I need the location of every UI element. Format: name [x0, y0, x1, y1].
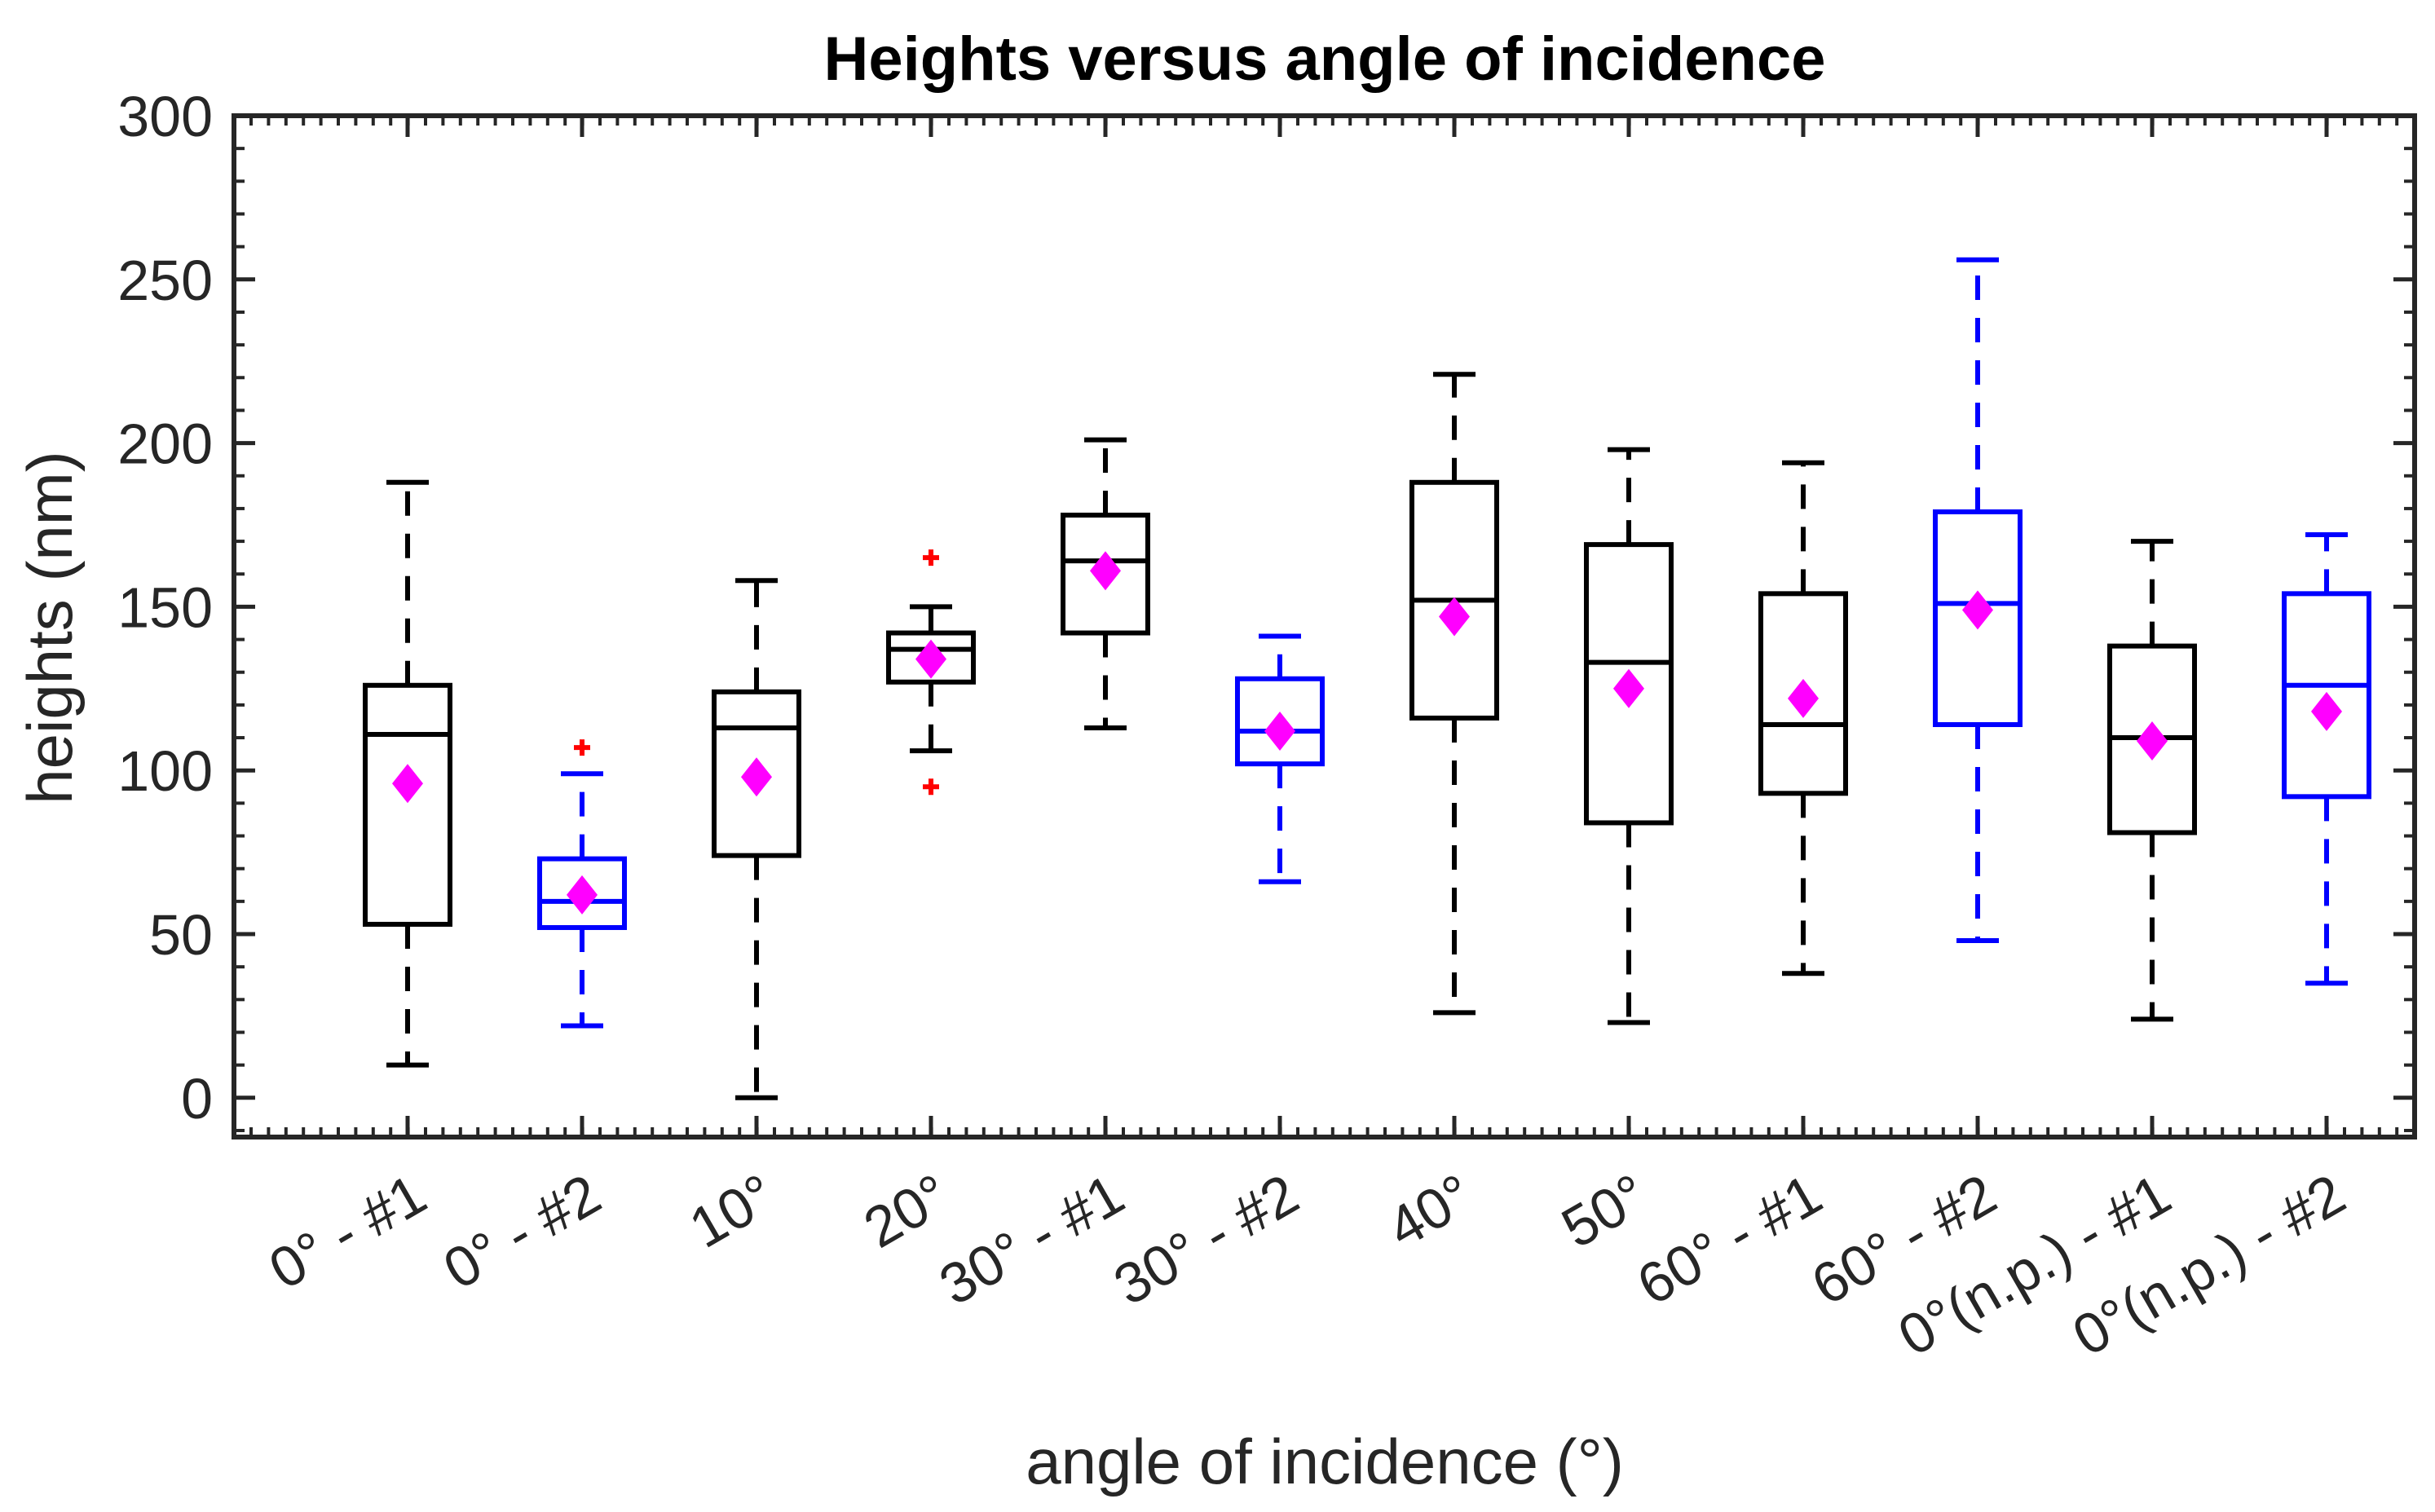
x-tick-label: 0° - #1 — [258, 1162, 436, 1301]
x-axis: 0° - #10° - #2 10° 20°30° - #130° - #2 40° 5… — [249, 116, 2416, 1368]
mean-marker — [1962, 590, 1993, 630]
box-group — [2107, 539, 2197, 1022]
mean-marker — [741, 757, 772, 797]
iqr-box — [1235, 676, 1325, 767]
outlier-point — [923, 549, 939, 566]
x-tick-label: 30° - #1 — [929, 1162, 1135, 1317]
box-group — [2282, 532, 2371, 986]
box-group — [1584, 447, 1674, 1025]
iqr-box — [886, 630, 976, 685]
box-group — [363, 479, 452, 1068]
x-tick-label: 50° — [1551, 1162, 1658, 1259]
mean-marker — [1788, 678, 1819, 718]
iqr-box — [1758, 591, 1848, 796]
box-series — [363, 257, 2371, 1100]
box-group — [1409, 372, 1499, 1016]
outlier-point — [923, 778, 939, 796]
mean-marker — [1090, 551, 1121, 591]
box-group — [1758, 460, 1848, 976]
x-tick-label: 40° — [1377, 1162, 1484, 1259]
iqr-box — [2282, 591, 2371, 800]
mean-marker — [2311, 691, 2342, 731]
x-tick-label: 30° - #2 — [1104, 1162, 1309, 1317]
iqr-box — [1061, 512, 1150, 636]
y-axis: 0 50 100 150 200 250 300 — [117, 85, 2415, 1132]
y-tick-label: 150 — [117, 575, 213, 639]
x-tick-label: 20° — [854, 1162, 960, 1259]
iqr-box — [1933, 509, 2023, 727]
box-group — [1061, 437, 1150, 730]
mean-marker — [1264, 712, 1295, 752]
iqr-box — [1584, 542, 1674, 826]
x-tick-label: 0° - #2 — [433, 1162, 611, 1301]
y-tick-label: 250 — [117, 249, 213, 312]
box-group — [712, 578, 801, 1100]
y-tick-label: 100 — [117, 739, 213, 803]
mean-marker — [1439, 597, 1470, 637]
mean-marker — [2137, 721, 2168, 761]
box-group — [1933, 257, 2023, 944]
iqr-box — [363, 682, 452, 927]
outlier-point — [574, 739, 590, 756]
y-axis-label: heights (nm) — [14, 451, 86, 804]
iqr-box — [712, 689, 801, 858]
plot-area-frame — [232, 113, 2417, 1140]
y-tick-label: 200 — [117, 412, 213, 476]
mean-marker — [915, 639, 946, 679]
x-tick-label: 10° — [679, 1162, 786, 1259]
mean-marker — [392, 764, 423, 804]
box-group — [537, 739, 627, 1029]
chart-title: Heights versus angle of incidence — [823, 24, 1825, 94]
y-tick-label: 0 — [181, 1067, 213, 1131]
x-axis-label: angle of incidence (°) — [1026, 1426, 1624, 1497]
mean-marker — [1613, 668, 1644, 708]
mean-marker — [567, 875, 598, 915]
x-tick-label: 60° - #1 — [1627, 1162, 1833, 1317]
box-group — [886, 549, 976, 796]
iqr-box — [537, 856, 627, 930]
box-group — [1235, 633, 1325, 884]
y-tick-label: 50 — [149, 903, 213, 967]
y-tick-label: 300 — [117, 85, 213, 148]
